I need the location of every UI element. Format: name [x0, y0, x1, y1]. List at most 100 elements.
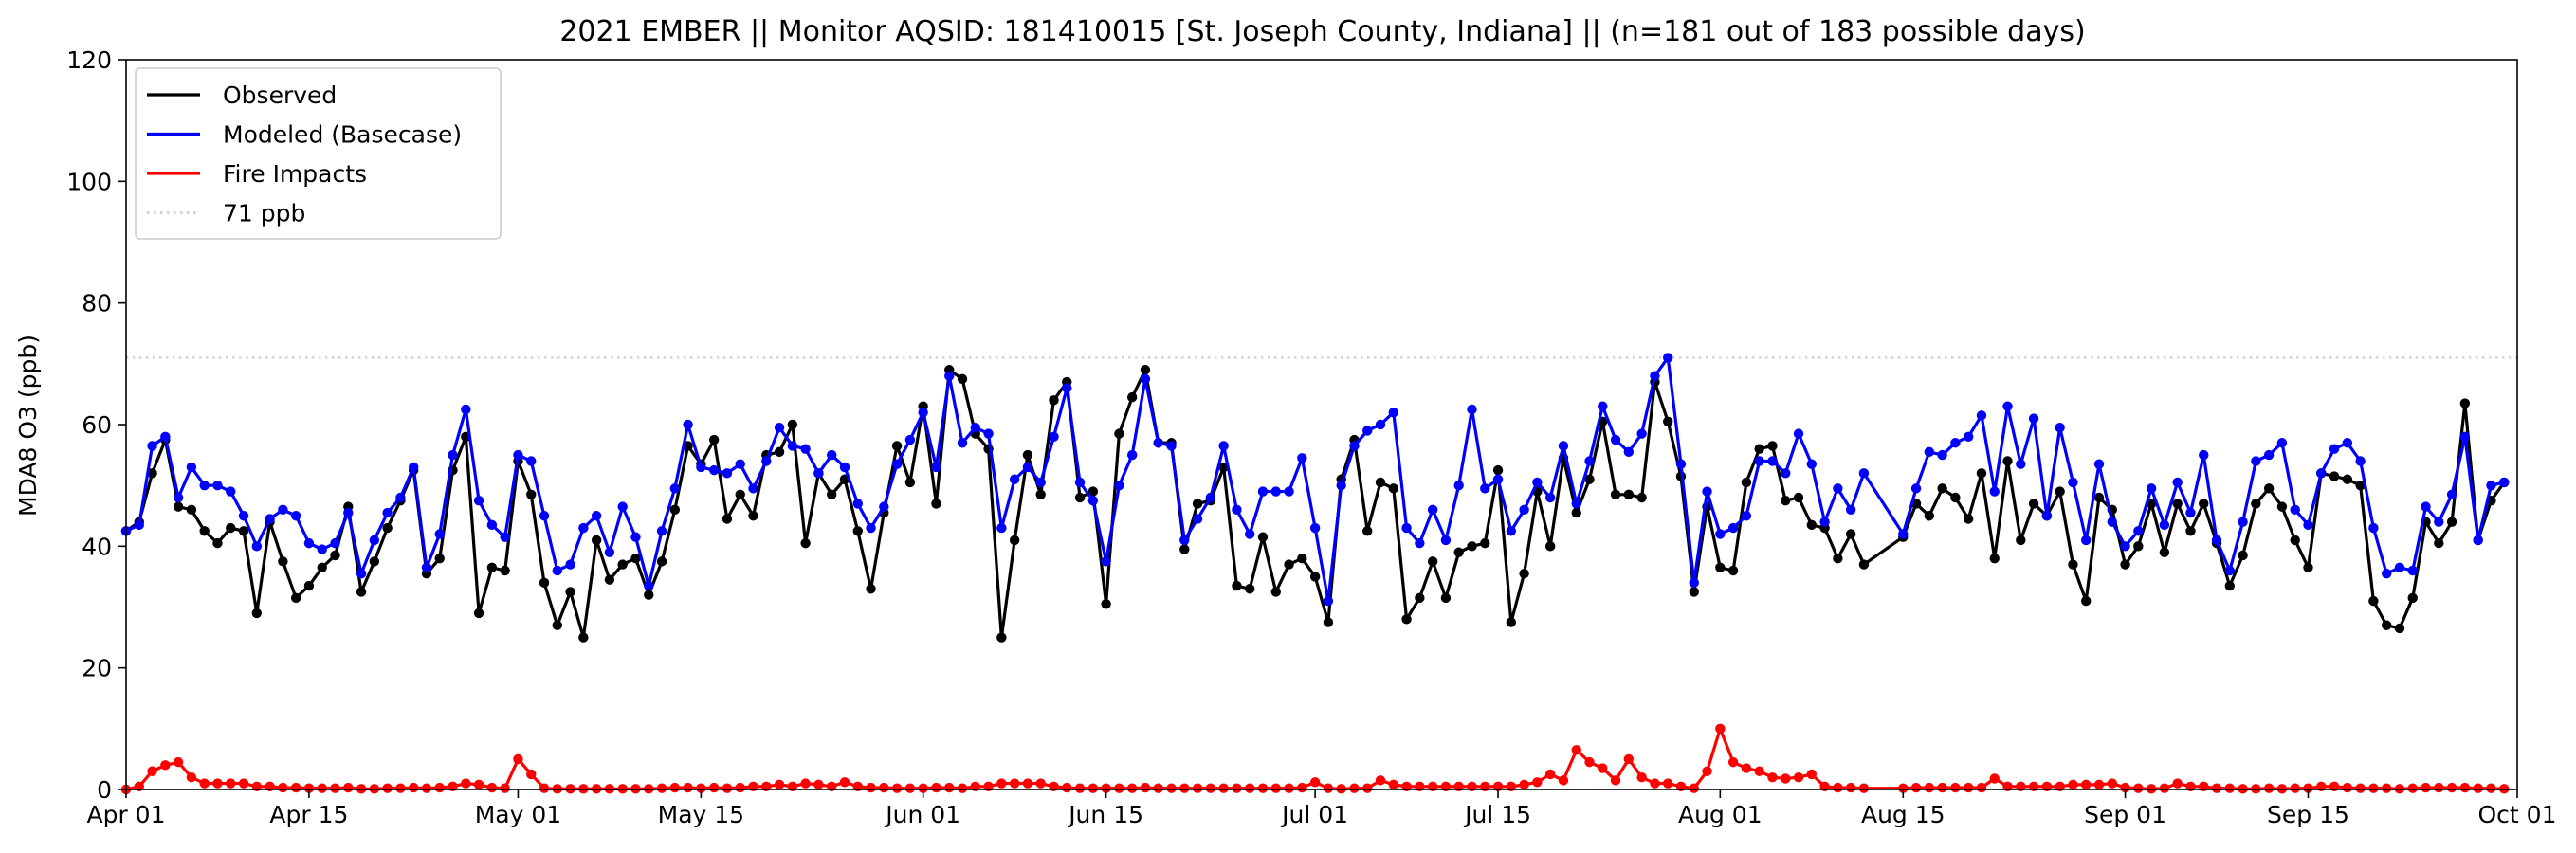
data-point [1114, 783, 1124, 793]
legend-label: Modeled (Basecase) [223, 121, 462, 149]
y-tick-label: 20 [82, 655, 112, 682]
data-point [303, 537, 315, 549]
data-point [1297, 453, 1307, 463]
data-point [1309, 572, 1321, 582]
data-point [957, 783, 968, 793]
data-point [1924, 511, 1935, 521]
data-point [2421, 501, 2431, 512]
data-point [813, 468, 824, 479]
data-point [1245, 783, 1255, 793]
data-point [317, 783, 327, 793]
data-point [2446, 489, 2457, 499]
data-point [1937, 483, 1947, 494]
data-point [827, 449, 837, 461]
data-point [800, 778, 811, 789]
data-point [1793, 492, 1804, 503]
data-point [1126, 391, 1138, 403]
data-point [839, 462, 850, 473]
data-point [1571, 507, 1581, 518]
data-point [944, 371, 955, 381]
data-point [1963, 514, 1974, 524]
data-point [2133, 541, 2144, 552]
series-2 [120, 723, 2510, 795]
data-point [2446, 782, 2457, 793]
data-point [330, 537, 340, 549]
data-point [2263, 483, 2275, 494]
data-point [722, 514, 733, 524]
data-point [1950, 438, 1961, 448]
data-point [1009, 778, 1020, 789]
data-point [2355, 456, 2366, 466]
data-point [2486, 783, 2496, 793]
data-point [957, 373, 968, 385]
data-point [1218, 783, 1229, 793]
data-point [774, 423, 785, 433]
data-point [1519, 779, 1529, 790]
data-point [2107, 778, 2117, 789]
data-point [265, 514, 275, 524]
data-point [1218, 441, 1229, 451]
data-point [1153, 438, 1163, 448]
data-point [1179, 535, 1190, 546]
data-point [604, 574, 615, 585]
data-point [2159, 783, 2170, 793]
data-point [500, 783, 510, 793]
data-point [539, 511, 550, 521]
data-point [1910, 483, 1922, 494]
data-point [630, 532, 641, 542]
data-point [1022, 449, 1033, 461]
data-point [1126, 449, 1138, 461]
data-point [2185, 507, 2196, 518]
data-point [434, 553, 445, 564]
data-point [486, 562, 498, 572]
data-point [461, 778, 471, 789]
data-point [1833, 483, 1843, 494]
data-point [1009, 535, 1020, 546]
legend: Observed Modeled (Basecase) Fire Impacts 71… [135, 67, 502, 240]
data-point [473, 496, 484, 506]
data-point [1362, 783, 1373, 793]
data-point [1166, 783, 1177, 793]
x-tick-label: Sep 15 [2267, 801, 2349, 828]
data-point [1101, 783, 1111, 793]
data-point [2473, 535, 2483, 546]
data-point [2016, 459, 2026, 469]
data-point [1245, 529, 1255, 539]
data-point [1049, 395, 1059, 406]
data-point [1492, 474, 1504, 484]
data-point [1309, 777, 1321, 788]
data-point [1257, 486, 1269, 497]
data-point [486, 782, 498, 793]
x-tick-label: Aug 15 [1861, 801, 1946, 828]
data-point [683, 419, 693, 430]
data-point [1963, 782, 1974, 793]
x-tick-label: Aug 01 [1678, 801, 1763, 828]
data-point [2172, 778, 2183, 789]
data-point [343, 782, 354, 793]
data-point [2263, 449, 2275, 461]
data-point [1727, 756, 1739, 768]
data-point [591, 535, 602, 546]
data-point [644, 590, 654, 600]
data-point [1663, 416, 1673, 426]
data-point [1022, 778, 1033, 789]
data-point [2107, 517, 2117, 527]
data-point [1610, 775, 1621, 786]
data-point [827, 489, 837, 499]
data-point [1284, 783, 1294, 793]
data-point [1349, 441, 1360, 451]
data-point [617, 501, 628, 512]
data-point [134, 519, 144, 531]
data-point [2446, 517, 2457, 527]
data-point [970, 423, 980, 433]
data-point [1623, 753, 1635, 765]
data-point [2499, 477, 2510, 488]
data-point [852, 526, 863, 536]
data-point [1427, 556, 1438, 567]
data-point [1035, 778, 1046, 789]
data-point [1610, 434, 1621, 445]
data-point [539, 783, 550, 793]
data-point [669, 782, 681, 793]
data-point [2133, 783, 2144, 793]
data-point [787, 441, 798, 451]
